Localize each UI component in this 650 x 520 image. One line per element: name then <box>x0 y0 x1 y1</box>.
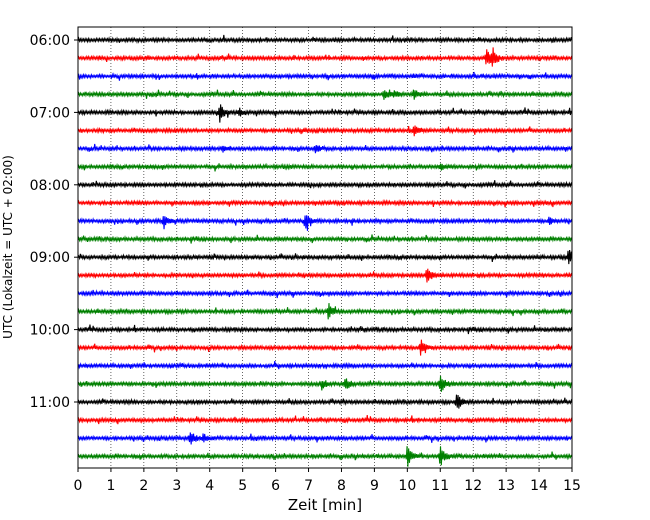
y-tick-label: 06:00 <box>30 33 70 49</box>
x-tick-label: 13 <box>497 478 515 494</box>
trace-row <box>77 47 573 67</box>
trace-row <box>77 339 573 356</box>
trace-row <box>77 446 573 467</box>
y-tick-label: 11:00 <box>30 395 70 411</box>
trace-row <box>77 375 573 392</box>
trace-row <box>77 303 573 320</box>
trace-row <box>77 34 573 44</box>
trace-row <box>77 249 573 265</box>
trace-row <box>77 394 573 409</box>
trace-row <box>77 89 573 100</box>
trace-row <box>77 432 573 445</box>
y-axis-label: UTC (Lokalzeit = UTC + 02:00) <box>1 155 15 339</box>
y-tick-label: 07:00 <box>30 105 70 121</box>
y-tick-label: 08:00 <box>30 178 70 194</box>
trace-row <box>77 104 573 123</box>
trace-row <box>77 268 573 283</box>
trace-row <box>77 162 573 172</box>
x-tick-label: 7 <box>304 478 313 494</box>
x-tick-label: 0 <box>74 478 83 494</box>
x-tick-label: 3 <box>172 478 181 494</box>
x-axis-ticks: 0 1 2 3 4 5 6 7 8 9 10 11 12 13 14 15 <box>74 468 581 494</box>
trace-row <box>77 215 573 231</box>
x-axis-label: Zeit [min] <box>288 496 362 514</box>
trace-row <box>77 180 573 190</box>
trace-row <box>77 198 573 208</box>
trace-row <box>77 289 573 299</box>
plot-background <box>78 27 572 468</box>
x-tick-label: 15 <box>563 478 581 494</box>
y-tick-label: 09:00 <box>30 250 70 266</box>
x-tick-label: 8 <box>337 478 346 494</box>
x-tick-label: 11 <box>431 478 449 494</box>
trace-row <box>77 71 573 81</box>
plot-frame <box>77 26 573 469</box>
x-tick-label: 4 <box>205 478 214 494</box>
x-tick-label: 9 <box>370 478 379 494</box>
x-tick-label: 1 <box>106 478 115 494</box>
x-tick-label: 12 <box>464 478 482 494</box>
trace-row <box>77 125 573 137</box>
y-axis-ticks: 06:00 07:00 08:00 09:00 10:00 11:00 <box>30 33 78 411</box>
x-tick-label: 10 <box>398 478 416 494</box>
y-tick-label: 10:00 <box>30 323 70 339</box>
x-tick-label: 5 <box>238 478 247 494</box>
trace-row <box>77 234 573 244</box>
x-tick-label: 14 <box>530 478 548 494</box>
trace-row <box>77 143 573 154</box>
trace-row <box>77 415 573 425</box>
x-tick-label: 2 <box>139 478 148 494</box>
trace-row <box>77 324 573 335</box>
seismic-traces <box>77 34 573 467</box>
trace-row <box>77 361 573 370</box>
x-tick-label: 6 <box>271 478 280 494</box>
